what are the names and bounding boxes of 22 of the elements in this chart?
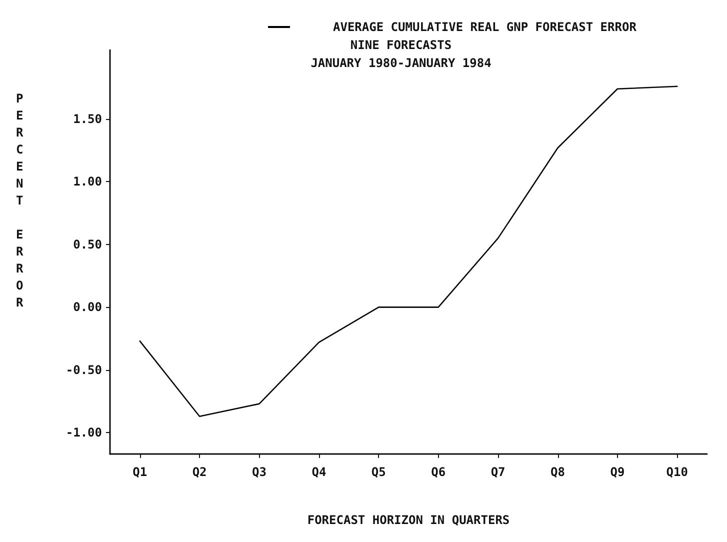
y-tick-label: 0.50 (73, 237, 102, 252)
line-series (139, 86, 678, 418)
y-tick-label: 1.00 (73, 174, 102, 189)
y-tick-label: -1.00 (66, 426, 102, 440)
x-tick-label: Q5 (371, 465, 386, 479)
x-tick-label: Q3 (252, 465, 266, 479)
x-tick-label: Q10 (666, 465, 688, 479)
chart-title: NINE FORECASTS (350, 38, 452, 52)
text: PERCENT ERROR (16, 92, 24, 310)
x-tick-label: Q8 (550, 465, 565, 479)
y-tick-label: 1.50 (73, 112, 102, 126)
x-tick-label: Q7 (490, 465, 506, 479)
y-tick-label: -0.50 (66, 362, 102, 377)
text: AVERAGE CUMULATIVE REAL GNP FORECAST ERROR (333, 20, 638, 34)
x-tick-label: Q2 (192, 465, 207, 479)
y-tick-label: 0.00 (73, 300, 102, 314)
x-tick-label: Q4 (312, 465, 326, 479)
x-tick-label: Q1 (132, 465, 148, 479)
text: JANUARY 1980-JANUARY 1984 (310, 56, 492, 70)
x-tick-label: Q6 (431, 465, 446, 479)
x-axis-title: FORECAST HORIZON IN QUARTERS (307, 513, 510, 527)
x-tick-label: Q9 (610, 465, 625, 479)
